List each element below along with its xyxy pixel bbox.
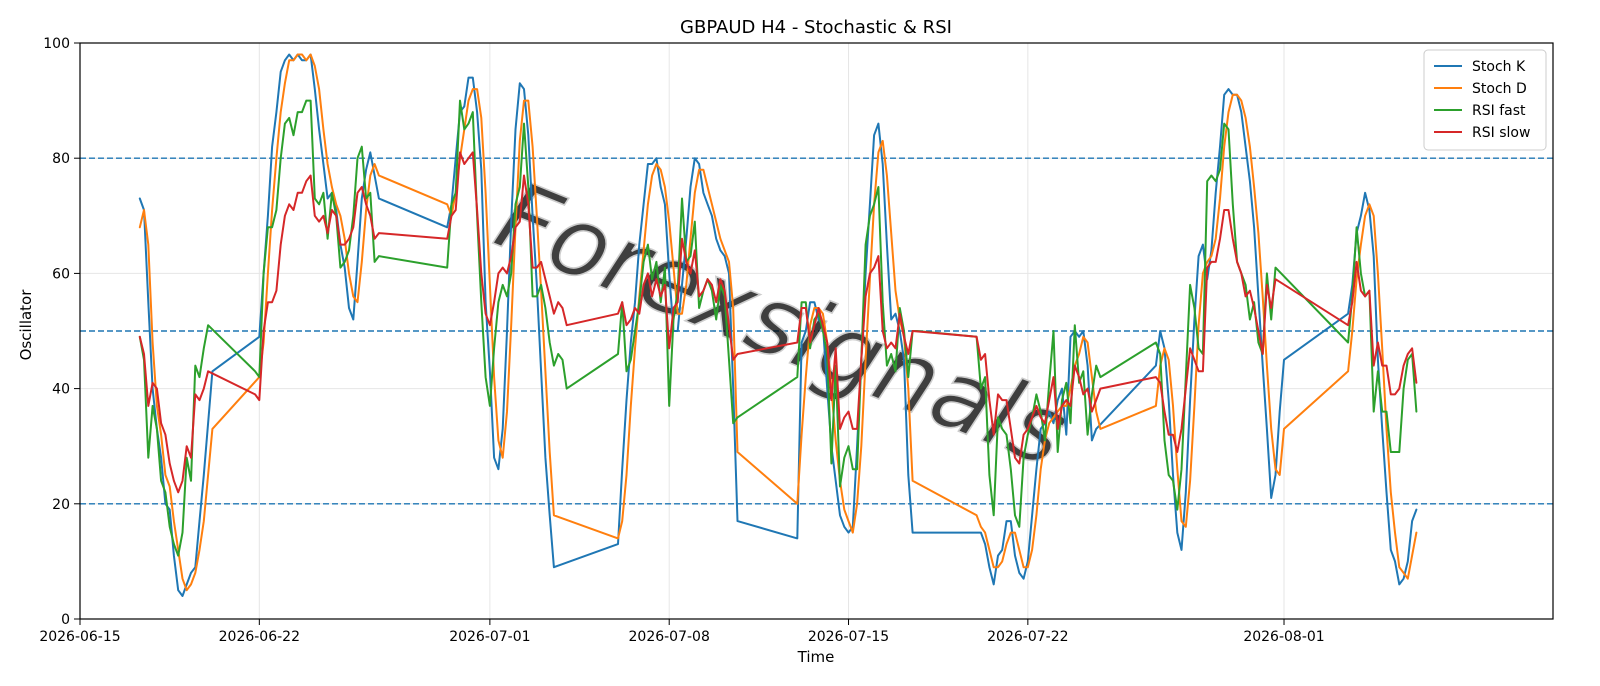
- x-axis-label: Time: [797, 648, 835, 666]
- chart-title: GBPAUD H4 - Stochastic & RSI: [680, 17, 952, 38]
- plot-frame: [79, 42, 1554, 620]
- series-line-rsi-fast: [138, 99, 1418, 557]
- x-tick-label: 2026-06-22: [219, 629, 300, 645]
- axes: 2026-06-15 2026-06-22 2026-07-01 2026-07-08…: [39, 36, 1324, 645]
- legend-label-rsi-fast: RSI fast: [1472, 103, 1526, 119]
- reference-lines: [80, 157, 1553, 505]
- series-line-rsi-slow: [138, 151, 1418, 494]
- legend: Stoch K Stoch D RSI fast RSI slow: [1423, 49, 1547, 151]
- y-tick-label: 20: [52, 497, 70, 513]
- legend-label-rsi-slow: RSI slow: [1472, 125, 1530, 141]
- y-tick-label: 0: [61, 612, 70, 628]
- series-lines: [138, 53, 1418, 597]
- x-tick-label: 2026-07-01: [449, 629, 530, 645]
- x-tick-label: 2026-07-15: [808, 629, 889, 645]
- series-line-stoch-k: [138, 53, 1418, 597]
- y-tick-label: 40: [52, 382, 70, 398]
- x-tick-label: 2026-08-01: [1243, 629, 1324, 645]
- x-tick-label: 2026-07-08: [629, 629, 710, 645]
- x-tick-label: 2026-07-22: [987, 629, 1068, 645]
- y-tick-label: 60: [52, 266, 70, 282]
- legend-box: [1423, 49, 1547, 151]
- x-tick-label: 2026-06-15: [39, 629, 120, 645]
- y-tick-label: 80: [52, 151, 70, 167]
- y-axis-label: Oscillator: [17, 289, 35, 361]
- y-tick-label: 100: [43, 36, 70, 52]
- series-line-stoch-d: [138, 53, 1418, 592]
- legend-label-stoch-k: Stoch K: [1472, 59, 1526, 75]
- legend-label-stoch-d: Stoch D: [1472, 81, 1527, 97]
